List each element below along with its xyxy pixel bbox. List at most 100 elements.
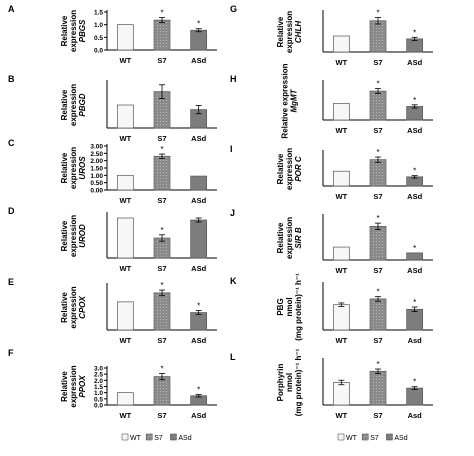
x-tick-label: ASd <box>407 266 422 275</box>
bar-s7 <box>369 370 387 406</box>
y-axis-title: Relative expression SIR B <box>276 217 303 259</box>
y-axis-title: Relative expression CPOX <box>60 286 87 328</box>
significance-marker: * <box>376 80 379 89</box>
x-tick-label: Asd <box>408 411 423 420</box>
x-tick-label: WT <box>335 126 347 135</box>
x-tick-label: Asd <box>408 336 423 345</box>
y-tick-label: 1.0 <box>94 390 103 397</box>
x-tick-label: WT <box>119 56 131 65</box>
legend-swatch <box>145 433 153 441</box>
y-axis-label-line: Relative <box>276 222 285 253</box>
legend-right: WT S7 ASd <box>337 433 408 442</box>
y-axis-label-line: expression <box>69 365 78 407</box>
y-axis-label-line: expression <box>69 215 78 257</box>
panel-e: E Relative expression CPOX WT * S7 * ASd <box>8 277 217 345</box>
x-tick-label: ASd <box>191 134 206 143</box>
x-tick-label: S7 <box>157 134 166 143</box>
y-axis-label-line: expression <box>69 84 78 126</box>
gene-name-label: CHLH <box>294 21 303 43</box>
y-axis-label-line: (mg protein)⁻¹ h⁻¹ <box>294 273 303 341</box>
x-tick-label: S7 <box>157 264 166 273</box>
bar-asd <box>406 308 424 331</box>
gene-name-label: POR C <box>294 156 303 182</box>
y-tick-label: 0.5 <box>94 396 103 403</box>
significance-marker: * <box>413 244 416 253</box>
bar-s7 <box>369 298 387 331</box>
bar-asd <box>190 312 208 331</box>
bar-s7 <box>369 159 387 187</box>
panel-j: J Relative expression SIR B WT * S7 * ASd <box>230 208 433 275</box>
x-tick-label: S7 <box>373 411 382 420</box>
panel-letter: F <box>8 348 14 358</box>
y-axis-label-line: nmol <box>285 373 294 392</box>
x-tick-label: WT <box>119 336 131 345</box>
bar-wt <box>116 392 134 406</box>
x-tick-label: ASd <box>191 264 206 273</box>
y-axis-label-line: nmol <box>285 297 294 316</box>
significance-marker: * <box>160 9 163 18</box>
legend-swatch <box>170 433 177 441</box>
gene-name-label: SIR B <box>294 227 303 249</box>
y-axis-label-line: PBG <box>276 298 285 315</box>
bar-asd <box>190 29 208 51</box>
x-tick-label: S7 <box>373 58 382 67</box>
significance-marker: * <box>160 365 163 374</box>
gene-name-label: PBGD <box>78 93 87 116</box>
bar-s7 <box>369 90 387 121</box>
significance-marker: * <box>376 288 379 297</box>
panel-letter: J <box>230 208 235 218</box>
x-tick-label: WT <box>119 264 131 273</box>
bar-wt <box>116 174 134 191</box>
bar-asd <box>406 387 424 406</box>
significance-marker: * <box>197 386 200 395</box>
y-axis-title: Relative expression UROD <box>60 215 87 257</box>
bar-wt <box>332 382 350 406</box>
bar-wt <box>116 24 134 51</box>
significance-marker: * <box>160 145 163 154</box>
panel-letter: H <box>230 74 237 84</box>
panel-letter: I <box>230 144 233 154</box>
panel-i: I Relative expression POR C WT * S7 * ASd <box>230 144 433 201</box>
x-tick-label: WT <box>119 134 131 143</box>
y-axis-label-line: Relative <box>60 152 69 183</box>
y-axis-title: Relative expression UROS <box>60 147 87 189</box>
panel-letter: L <box>230 352 236 362</box>
x-tick-label: WT <box>119 196 131 205</box>
y-tick-label: 2.00 <box>90 158 103 165</box>
y-tick-label: 3.0 <box>94 366 103 373</box>
y-axis-label-line: expression <box>285 11 294 53</box>
x-tick-label: WT <box>335 336 347 345</box>
y-axis-label-line: Relative <box>60 371 69 402</box>
x-tick-label: ASd <box>191 196 206 205</box>
bar-wt <box>332 103 350 121</box>
y-tick-label: 1.0 <box>94 22 103 29</box>
bar-asd <box>190 175 208 191</box>
bar-asd <box>406 252 424 261</box>
significance-marker: * <box>160 281 163 290</box>
x-tick-label: S7 <box>373 336 382 345</box>
y-tick-label: 0.0 <box>94 403 103 410</box>
y-axis-title: Relative expression CHLH <box>276 11 303 53</box>
panel-l: L Porphyrin nmol (mg protein)⁻¹ h⁻¹ WT * S7 * As… <box>230 348 433 420</box>
gene-name-label: UROD <box>78 224 87 248</box>
x-tick-label: S7 <box>373 126 382 135</box>
panel-d: D Relative expression UROD WT * S7 ASd <box>8 206 217 273</box>
bar-wt <box>116 217 134 259</box>
legend-label: ASd <box>394 435 407 442</box>
y-tick-label: 1.5 <box>94 384 103 391</box>
x-tick-label: WT <box>119 411 131 420</box>
panel-letter: A <box>8 4 15 14</box>
significance-marker: * <box>376 360 379 369</box>
y-tick-label: 2.5 <box>94 372 103 379</box>
significance-marker: * <box>413 96 416 105</box>
bar-wt <box>116 104 134 129</box>
x-tick-label: S7 <box>157 56 166 65</box>
y-axis-title: Relative expression PBGD <box>60 84 87 126</box>
y-tick-label: 0.0 <box>94 48 103 55</box>
panel-letter: G <box>230 4 237 14</box>
x-tick-label: WT <box>335 266 347 275</box>
x-tick-label: S7 <box>157 411 166 420</box>
significance-marker: * <box>376 214 379 223</box>
y-tick-label: 3.00 <box>90 144 103 151</box>
y-tick-label: 0.50 <box>90 180 103 187</box>
